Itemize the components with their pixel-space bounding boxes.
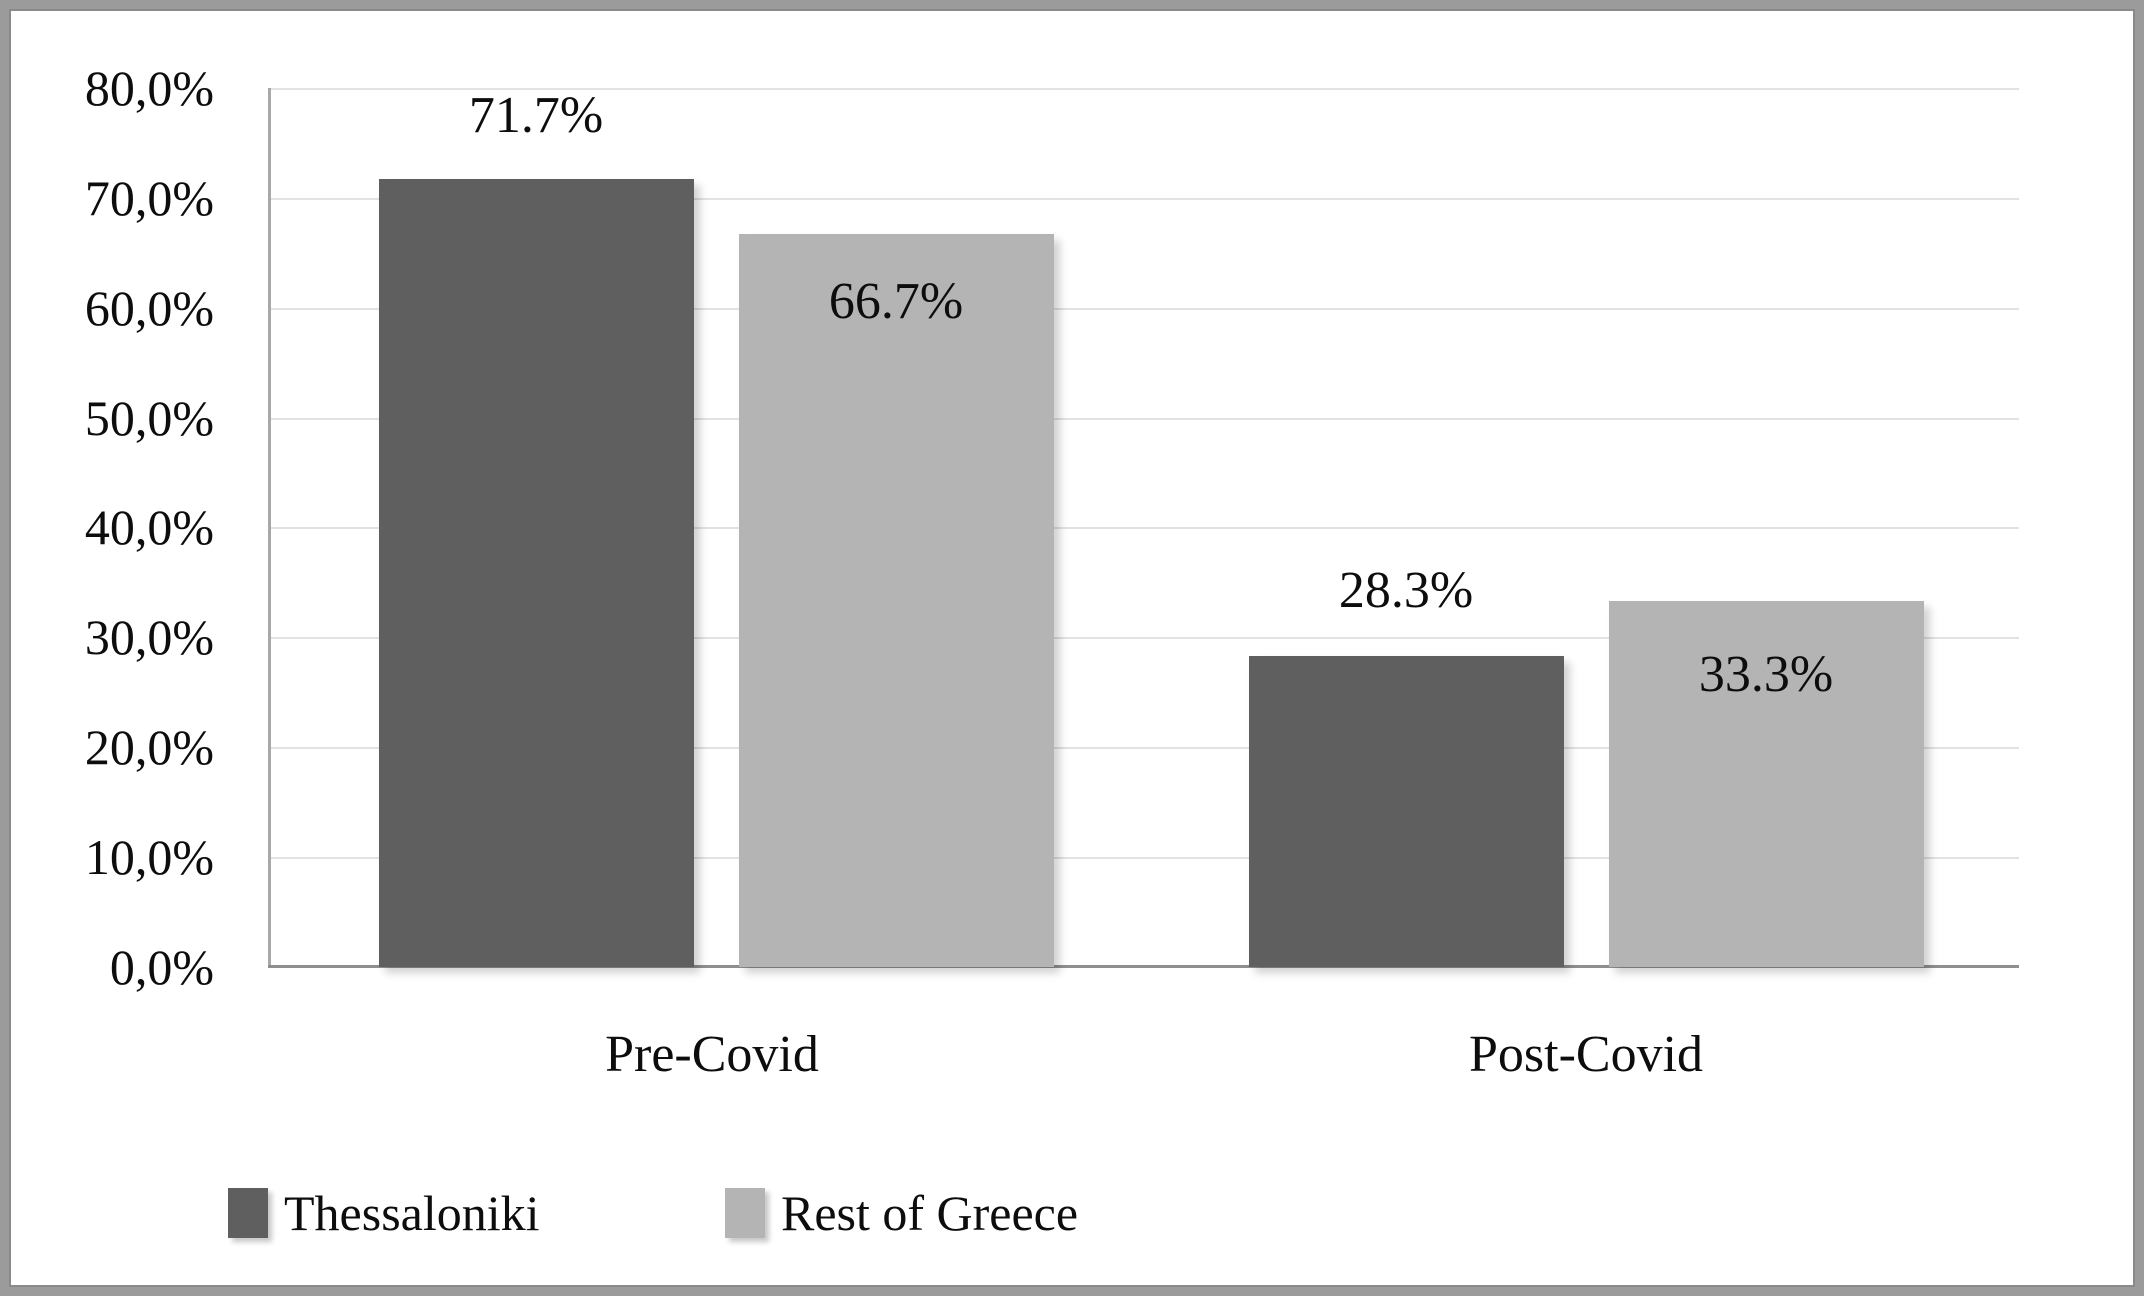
y-tick-70: 70,0%	[84, 170, 214, 226]
y-tick-0: 0,0%	[109, 939, 214, 995]
y-tick-50: 50,0%	[84, 390, 214, 446]
gridline	[271, 198, 2019, 200]
legend-item-rest-of-greece: Rest of Greece	[725, 1188, 1078, 1238]
gridline	[271, 857, 2019, 859]
y-tick-80: 80,0%	[84, 60, 214, 116]
data-label-rest-of-greece-post: 33.3%	[1698, 646, 1834, 703]
y-tick-60: 60,0%	[84, 280, 214, 336]
bar-thessaloniki-pre-covid	[379, 179, 694, 967]
bar-rest-of-greece-post-covid	[1609, 601, 1924, 967]
data-label-thessaloniki-post: 28.3%	[1338, 562, 1474, 619]
gridline	[271, 308, 2019, 310]
gridline	[271, 88, 2019, 90]
gridline	[271, 747, 2019, 749]
gridline	[271, 527, 2019, 529]
x-axis-line	[268, 965, 2019, 968]
legend-label-rest-of-greece: Rest of Greece	[781, 1185, 1079, 1241]
category-label-post-covid: Post-Covid	[1468, 1026, 1704, 1083]
gridline	[271, 637, 2019, 639]
plot-area	[268, 88, 2019, 968]
y-tick-20: 20,0%	[84, 719, 214, 775]
y-axis-line	[268, 88, 271, 967]
gridline	[271, 418, 2019, 420]
y-tick-30: 30,0%	[84, 609, 214, 665]
bar-thessaloniki-post-covid	[1249, 656, 1564, 967]
bar-rest-of-greece-pre-covid	[739, 234, 1054, 967]
legend-swatch-rest-of-greece-icon	[725, 1188, 765, 1238]
data-label-rest-of-greece-pre: 66.7%	[828, 273, 964, 330]
data-label-thessaloniki-pre: 71.7%	[468, 87, 604, 144]
category-label-pre-covid: Pre-Covid	[605, 1026, 819, 1083]
legend-item-thessaloniki: Thessaloniki	[228, 1188, 540, 1238]
legend-swatch-thessaloniki-icon	[228, 1188, 268, 1238]
y-tick-10: 10,0%	[84, 829, 214, 885]
y-tick-40: 40,0%	[84, 499, 214, 555]
legend-label-thessaloniki: Thessaloniki	[284, 1185, 540, 1241]
